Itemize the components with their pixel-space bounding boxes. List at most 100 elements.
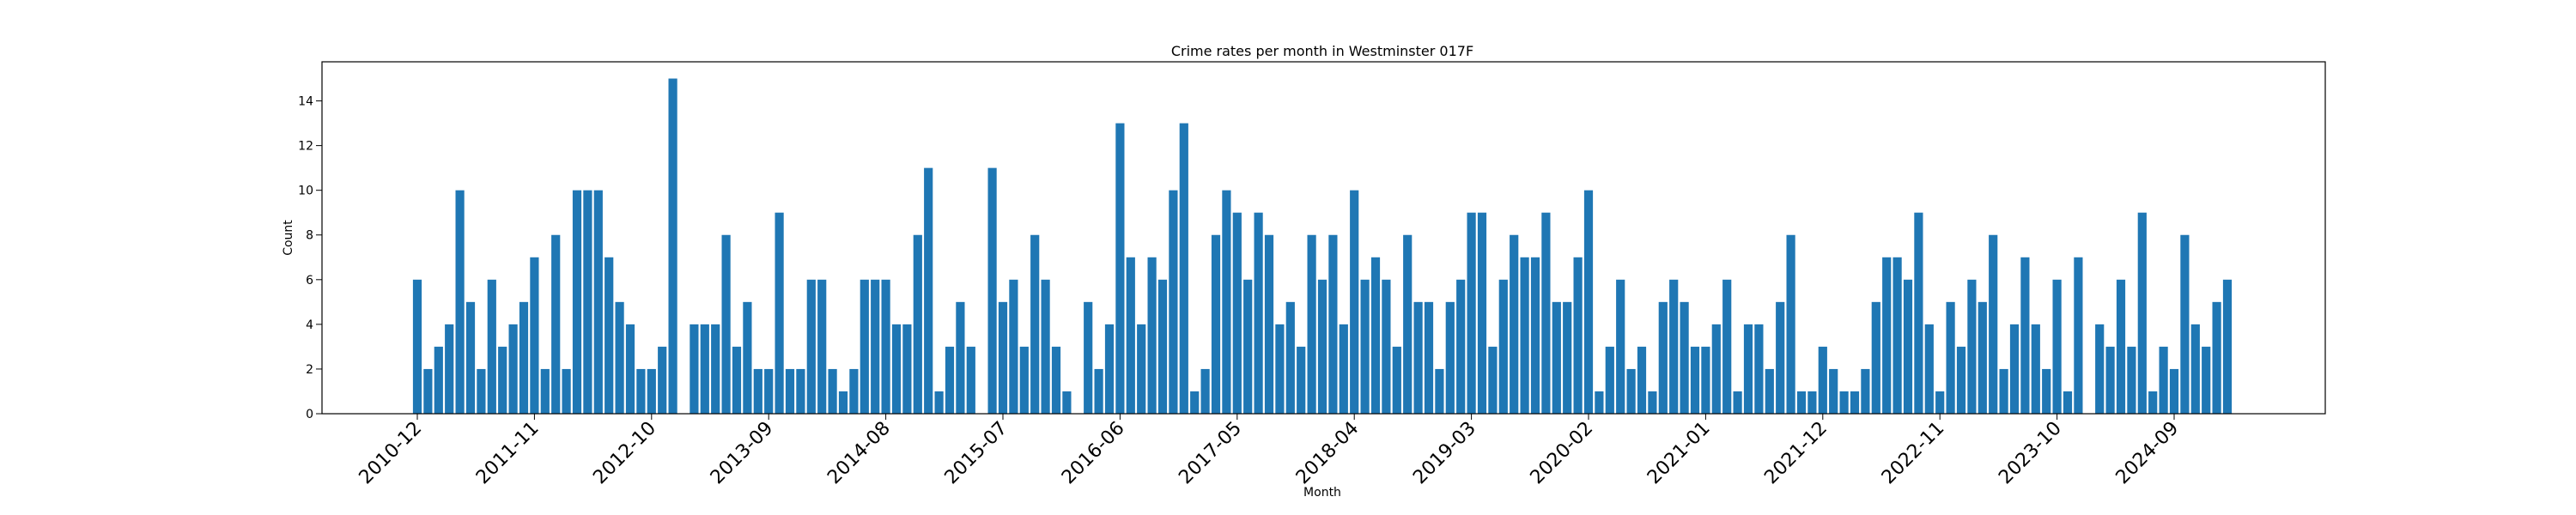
bar [1157, 279, 1168, 414]
bar [2031, 324, 2040, 414]
x-tick-label: 2015-07 [941, 418, 1012, 489]
bar [1030, 234, 1040, 414]
y-tick-label: 6 [306, 274, 313, 288]
bar [891, 324, 902, 414]
bar [828, 368, 837, 414]
bar [785, 368, 795, 414]
bar [1370, 257, 1381, 414]
bar [2009, 324, 2020, 414]
bar [1445, 301, 1455, 414]
bar [498, 346, 507, 414]
bar [2190, 324, 2200, 414]
bar [1648, 391, 1657, 414]
bar [1829, 368, 1838, 414]
x-tick-label: 2017-05 [1175, 418, 1246, 489]
bar [764, 368, 774, 414]
bar [615, 301, 624, 414]
bar [775, 212, 784, 414]
bar [1392, 346, 1401, 414]
bar [1946, 301, 1955, 414]
bar [1626, 368, 1636, 414]
x-tick-label: 2022-11 [1878, 418, 1949, 489]
bar [455, 190, 465, 414]
bar [1297, 346, 1306, 414]
bar [2116, 279, 2126, 414]
bars-group [412, 78, 2233, 415]
bar [1477, 212, 1487, 414]
bar [913, 234, 922, 414]
bar [1137, 324, 1146, 414]
bar [1062, 391, 1072, 414]
bar [945, 346, 955, 414]
bar [1488, 346, 1498, 414]
bar [1222, 190, 1231, 414]
bar [1999, 368, 2008, 414]
bar [1903, 279, 1913, 414]
bar [1541, 212, 1551, 414]
bar [1563, 301, 1572, 414]
bar [1328, 234, 1338, 414]
bar [1765, 368, 1774, 414]
bar [1520, 257, 1529, 414]
bar [987, 167, 997, 414]
bar [1956, 346, 1966, 414]
bar [721, 234, 731, 414]
bar [1595, 391, 1604, 414]
bar [1616, 279, 1625, 414]
bar [1435, 368, 1444, 414]
bar [647, 368, 656, 414]
bar [1350, 190, 1359, 414]
bar [2063, 391, 2073, 414]
bar [1935, 391, 1945, 414]
x-tick-label: 2023-10 [1995, 418, 2066, 489]
bar [753, 368, 762, 414]
bar [1701, 346, 1710, 414]
bar [412, 279, 422, 414]
bar [1104, 324, 1115, 414]
bar [477, 368, 486, 414]
bar [1818, 346, 1827, 414]
bar [636, 368, 646, 414]
y-tick-label: 4 [306, 318, 313, 332]
bar [2148, 391, 2158, 414]
bar [508, 324, 518, 414]
x-tick-label: 2014-08 [823, 418, 895, 489]
bar [1190, 391, 1200, 414]
bar [434, 346, 443, 414]
bar [1754, 324, 1764, 414]
y-axis-label: Count [282, 220, 295, 256]
bar [743, 301, 752, 414]
x-axis-label: Month [1303, 486, 1341, 500]
bar [1467, 212, 1476, 414]
bar [998, 301, 1008, 414]
bar [605, 257, 614, 414]
bar [1147, 257, 1157, 414]
bar [487, 279, 496, 414]
bar [1019, 346, 1029, 414]
bar [700, 324, 709, 414]
bar [1413, 301, 1423, 414]
bar [1041, 279, 1050, 414]
x-tick-label: 2016-06 [1058, 418, 1129, 489]
bar [2169, 368, 2179, 414]
x-tick-label: 2021-12 [1760, 418, 1832, 489]
bar [551, 234, 561, 414]
bar [2202, 346, 2211, 414]
bar [583, 190, 592, 414]
bar [966, 346, 975, 414]
bar [1893, 257, 1902, 414]
bar [540, 368, 550, 414]
bar [1552, 301, 1561, 414]
bar [1360, 279, 1370, 414]
y-tick-label: 2 [306, 363, 313, 377]
y-tick-label: 14 [298, 95, 313, 109]
bar [1307, 234, 1316, 414]
bar [2180, 234, 2190, 414]
bar [1169, 190, 1178, 414]
bar [1403, 234, 1413, 414]
bar [1882, 257, 1892, 414]
bar [902, 324, 912, 414]
bar [2042, 368, 2051, 414]
y-tick-label: 0 [306, 408, 313, 421]
bar [838, 391, 848, 414]
